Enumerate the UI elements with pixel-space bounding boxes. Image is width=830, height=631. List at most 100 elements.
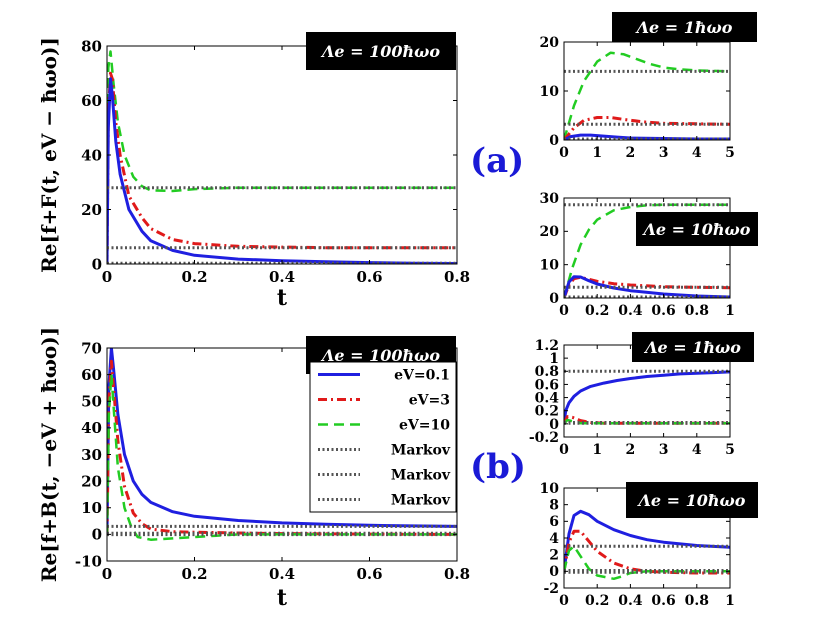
y-tick-label: 70 <box>81 339 102 357</box>
series-line-green-2 <box>564 545 730 581</box>
chart-b_top: 0 1 2 3 4 5-0.200.20.40.60.811.2 Λe = 1ħωo <box>529 332 754 458</box>
series-group <box>564 203 730 298</box>
chart-title: Λe = 10ħωo <box>637 491 746 510</box>
x-tick-label: 0.4 <box>269 268 295 286</box>
legend-label: eV=3 <box>409 393 450 409</box>
series-group <box>564 509 730 581</box>
x-tick-label: 1 <box>592 442 602 458</box>
x-tick-label: 1 <box>725 593 735 609</box>
y-tick-label: 0.2 <box>535 404 559 420</box>
y-tick-label: -10 <box>75 552 102 570</box>
series-line-red-1 <box>564 116 730 140</box>
series-group <box>107 50 457 264</box>
x-tick-label: 1 <box>592 145 602 161</box>
y-tick-label: 20 <box>540 35 560 51</box>
series-line-blue-2 <box>107 77 457 264</box>
legend-label: eV=0.1 <box>394 368 450 384</box>
x-tick-label: 0 <box>102 268 112 286</box>
y-tick-label: 0 <box>549 291 559 307</box>
y-tick-label: 2 <box>549 548 559 564</box>
x-tick-label: 3 <box>659 145 669 161</box>
y-tick-label: 50 <box>81 393 102 411</box>
series-line-blue-2 <box>564 275 730 298</box>
x-tick-label: 0.6 <box>356 565 382 583</box>
x-tick-label: 3 <box>659 442 669 458</box>
y-tick-label: 20 <box>81 201 102 219</box>
y-tick-label: 0 <box>92 526 102 544</box>
y-tick-label: 10 <box>81 499 102 517</box>
y-tick-label: 1.2 <box>535 338 559 354</box>
x-tick-label: 0.8 <box>685 593 709 609</box>
y-tick-label: 40 <box>81 146 102 164</box>
x-tick-label: 0 <box>559 442 569 458</box>
x-tick-label: 0.4 <box>618 593 643 609</box>
chart-title: Λe = 100ħωo <box>320 346 440 365</box>
y-tick-label: 80 <box>81 37 102 55</box>
x-tick-label: 2 <box>626 442 636 458</box>
series-line-green-0 <box>564 203 730 298</box>
title-box <box>306 32 456 70</box>
y-tick-label: 8 <box>549 498 559 514</box>
chart-title: Λe = 10ħωo <box>642 220 751 239</box>
series-line-red-1 <box>564 275 730 298</box>
chart-title: Λe = 100ħωo <box>320 42 440 61</box>
legend: eV=0.1 eV=3 eV=10 Markov Markov Markov <box>309 361 457 513</box>
series-group <box>107 348 457 541</box>
axes-frame <box>563 197 731 299</box>
series-line-green-0 <box>107 50 457 264</box>
x-tick-label: 5 <box>725 145 735 161</box>
y-tick-label: -2 <box>543 581 559 597</box>
series-line-red-1 <box>107 71 457 264</box>
chart-title: Λe = 1ħωo <box>643 338 741 357</box>
y-tick-label: 30 <box>81 446 102 464</box>
y-tick-label: 0 <box>549 564 559 580</box>
x-axis-label: t <box>277 285 288 311</box>
panel-label-a: (a) <box>470 141 524 181</box>
legend-label: Markov <box>391 493 451 509</box>
y-tick-label: 20 <box>81 472 102 490</box>
x-tick-label: 0.4 <box>618 303 643 319</box>
series-line-blue-0 <box>564 509 730 572</box>
series-group <box>564 369 730 425</box>
y-tick-label: 40 <box>81 419 102 437</box>
y-axis-label: Re[f+B(t, −eV + ħωo)] <box>37 327 61 582</box>
x-axis-label: t <box>277 585 288 611</box>
series-line-blue-0 <box>564 370 730 425</box>
y-axis-label: Re[f+F(t, eV − ħωo)] <box>37 37 61 273</box>
x-tick-label: 0.2 <box>585 593 609 609</box>
x-tick-label: 0.2 <box>585 303 609 319</box>
title-box <box>626 482 758 518</box>
series-group <box>564 51 730 140</box>
series-line-red-1 <box>564 529 730 575</box>
title-box <box>632 332 754 362</box>
chart-a_main: 0 0.2 0.4 0.6 0.8 0 20 40 60 80 Λe = 100ħωo t Re[f+F… <box>37 32 470 311</box>
legend-label: Markov <box>391 443 451 459</box>
x-tick-label: 4 <box>692 145 702 161</box>
y-tick-label: 10 <box>540 481 560 497</box>
y-tick-label: 1 <box>549 351 559 367</box>
y-tick-label: 60 <box>81 366 102 384</box>
x-tick-label: 2 <box>626 145 636 161</box>
x-tick-label: 0.8 <box>685 303 709 319</box>
x-tick-label: 0 <box>559 145 569 161</box>
y-tick-label: 0.6 <box>535 377 559 393</box>
x-tick-label: 1 <box>725 303 735 319</box>
series-line-blue-2 <box>564 133 730 140</box>
title-box <box>612 12 757 42</box>
x-tick-label: 0 <box>559 593 569 609</box>
legend-label: Markov <box>391 468 451 484</box>
y-tick-label: 6 <box>549 514 559 530</box>
chart-a_top: 0 1 2 3 4 5 0 10 20 Λe = 1ħωo <box>540 12 757 161</box>
series-line-green-0 <box>564 51 730 140</box>
x-tick-label: 0.8 <box>444 565 470 583</box>
y-tick-label: 30 <box>540 191 560 207</box>
y-tick-label: 60 <box>81 92 102 110</box>
y-tick-label: 4 <box>549 531 559 547</box>
y-tick-label: 20 <box>540 224 560 240</box>
y-tick-label: 0.8 <box>535 364 559 380</box>
